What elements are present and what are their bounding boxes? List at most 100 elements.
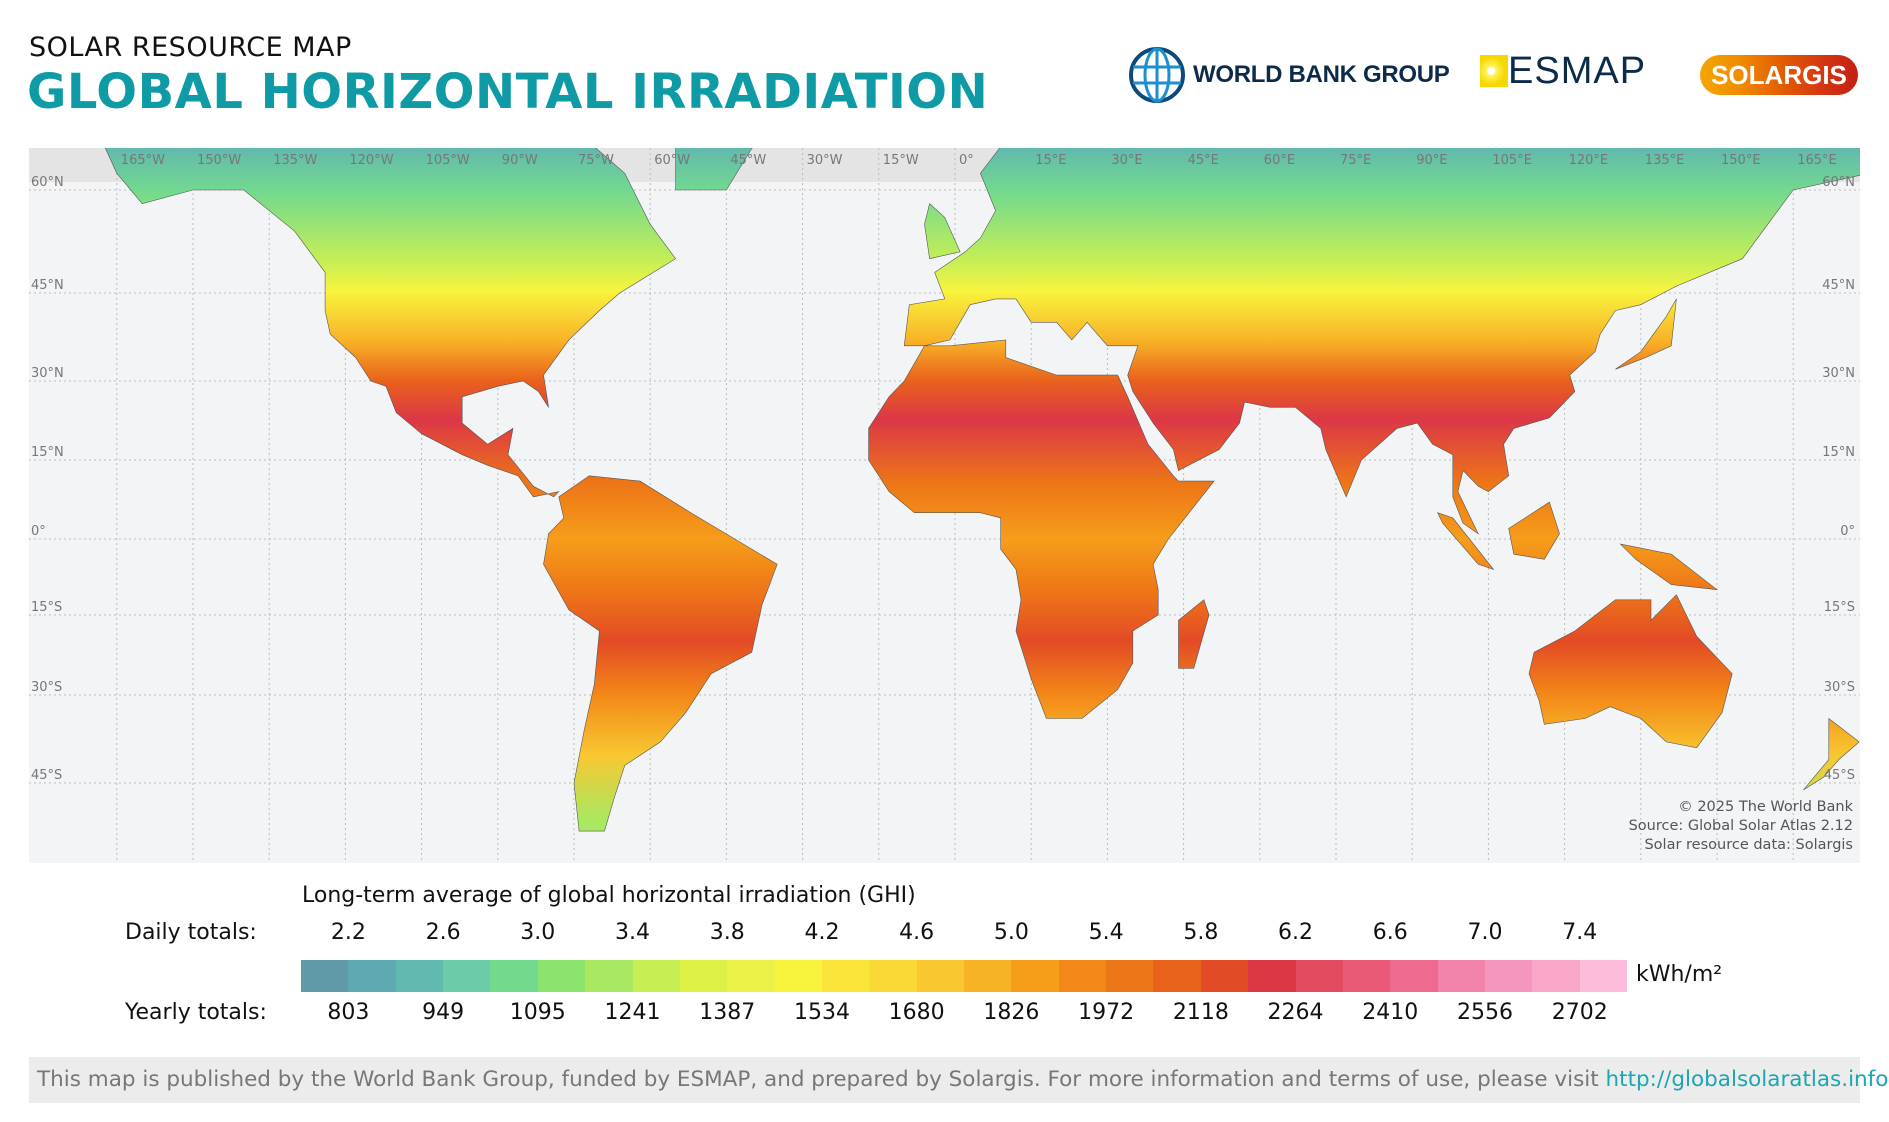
sumatra-landmass [1437, 512, 1495, 571]
color-swatch [1342, 960, 1391, 992]
legend-tick: 1095 [509, 1000, 566, 1025]
longitude-label: 30°E [1111, 153, 1142, 168]
greenland-landmass [675, 148, 753, 191]
new-guinea-landmass [1619, 543, 1719, 591]
legend-tick: 5.0 [993, 920, 1029, 945]
legend-tick: 2702 [1551, 1000, 1608, 1025]
world-bank-group-logo: WORLD BANK GROUP [1127, 45, 1450, 105]
copyright: © 2025 The World Bank [1678, 799, 1853, 815]
color-swatch [1058, 960, 1107, 992]
latitude-label: 45°N [1822, 278, 1855, 293]
map-subtitle: SOLAR RESOURCE MAP [29, 32, 352, 63]
legend-tick: 5.4 [1088, 920, 1124, 945]
longitude-label: 45°W [730, 153, 766, 168]
legend-tick: 2.2 [330, 920, 366, 945]
color-swatch [727, 960, 775, 992]
latitude-label: 30°S [31, 680, 62, 695]
legend-tick: 7.4 [1562, 920, 1598, 945]
atlas-link[interactable]: http://globalsolaratlas.info [1605, 1067, 1889, 1092]
legend-tick: 2410 [1362, 1000, 1419, 1025]
legend-tick: 3.4 [615, 920, 651, 945]
footer-note: This map is published by the World Bank … [29, 1057, 1889, 1103]
longitude-label: 120°W [349, 153, 393, 168]
latitude-label: 0° [31, 524, 46, 539]
longitude-label: 105°E [1492, 153, 1532, 168]
color-swatch [916, 960, 965, 992]
latitude-label: 60°N [1822, 175, 1855, 190]
color-swatch [490, 960, 538, 992]
latitude-label: 15°N [1822, 445, 1855, 460]
south-america-landmass [543, 475, 778, 832]
longitude-label: 165°E [1797, 153, 1837, 168]
legend-tick: 1534 [793, 1000, 850, 1025]
longitude-label: 150°W [197, 153, 241, 168]
longitude-label: 75°E [1340, 153, 1371, 168]
world-map[interactable]: 165°W 150°W 135°W 120°W 105°W 90°W 75°W 60°W 45°… [29, 148, 1860, 863]
africa-landmass [868, 339, 1215, 719]
longitude-label: 15°E [1035, 153, 1066, 168]
color-swatch [395, 960, 444, 992]
data-source: Solar resource data: Solargis [1644, 837, 1853, 853]
latitude-label: 0° [1840, 524, 1855, 539]
latitude-label: 60°N [31, 175, 64, 190]
color-swatch [1011, 960, 1059, 992]
color-swatch [1579, 960, 1628, 992]
latitude-label: 30°N [31, 366, 64, 381]
color-swatch [585, 960, 633, 992]
source: Source: Global Solar Atlas 2.12 [1628, 818, 1853, 834]
north-america-landmass [104, 148, 677, 498]
longitude-label: 15°W [883, 153, 919, 168]
yearly-totals-label: Yearly totals: [125, 1000, 267, 1025]
solargis-logo: SOLARGIS [1700, 55, 1858, 95]
color-swatch [1484, 960, 1533, 992]
legend-tick: 803 [327, 1000, 370, 1025]
color-swatch [301, 960, 349, 992]
longitude-label: 45°E [1188, 153, 1219, 168]
globe-icon [1129, 47, 1185, 103]
legend-tick: 3.8 [709, 920, 745, 945]
legend-tick: 949 [422, 1000, 465, 1025]
legend-tick: 1387 [699, 1000, 756, 1025]
legend-tick: 1972 [1078, 1000, 1135, 1025]
longitude-label: 150°E [1721, 153, 1761, 168]
color-swatch [679, 960, 728, 992]
longitude-label: 135°E [1645, 153, 1685, 168]
longitude-label: 105°W [426, 153, 470, 168]
legend-tick: 6.6 [1372, 920, 1408, 945]
unit-label: kWh/m² [1636, 962, 1723, 987]
esmap-logo: ESMAP [1480, 52, 1646, 90]
longitude-label: 90°W [502, 153, 538, 168]
latitude-label: 45°N [31, 278, 64, 293]
color-swatch [1200, 960, 1249, 992]
longitude-label: 120°E [1569, 153, 1609, 168]
color-swatch [821, 960, 870, 992]
daily-totals-label: Daily totals: [125, 920, 257, 945]
color-swatch [1532, 960, 1580, 992]
latitude-label: 30°N [1822, 366, 1855, 381]
latitude-label: 15°S [31, 600, 62, 615]
legend-title: Long-term average of global horizontal i… [302, 883, 916, 908]
japan-landmass [1615, 298, 1677, 370]
color-scale-bar [301, 960, 1628, 992]
color-swatch [964, 960, 1012, 992]
longitude-label: 90°E [1416, 153, 1447, 168]
legend-tick: 7.0 [1467, 920, 1503, 945]
color-swatch [632, 960, 680, 992]
latitude-label: 30°S [1824, 680, 1855, 695]
legend-tick: 2264 [1267, 1000, 1324, 1025]
color-swatch [537, 960, 586, 992]
color-swatch [1153, 960, 1201, 992]
color-swatch [774, 960, 822, 992]
color-swatch [443, 960, 491, 992]
color-swatch [1390, 960, 1438, 992]
longitude-label: 165°W [121, 153, 165, 168]
legend-tick: 2118 [1172, 1000, 1229, 1025]
longitude-label: 60°W [654, 153, 690, 168]
longitude-label: 60°E [1264, 153, 1295, 168]
latitude-label: 15°S [1824, 600, 1855, 615]
longitude-label: 30°W [807, 153, 843, 168]
color-swatch [1106, 960, 1154, 992]
color-swatch [1295, 960, 1343, 992]
sun-icon [1480, 55, 1508, 87]
legend-tick: 1241 [604, 1000, 661, 1025]
